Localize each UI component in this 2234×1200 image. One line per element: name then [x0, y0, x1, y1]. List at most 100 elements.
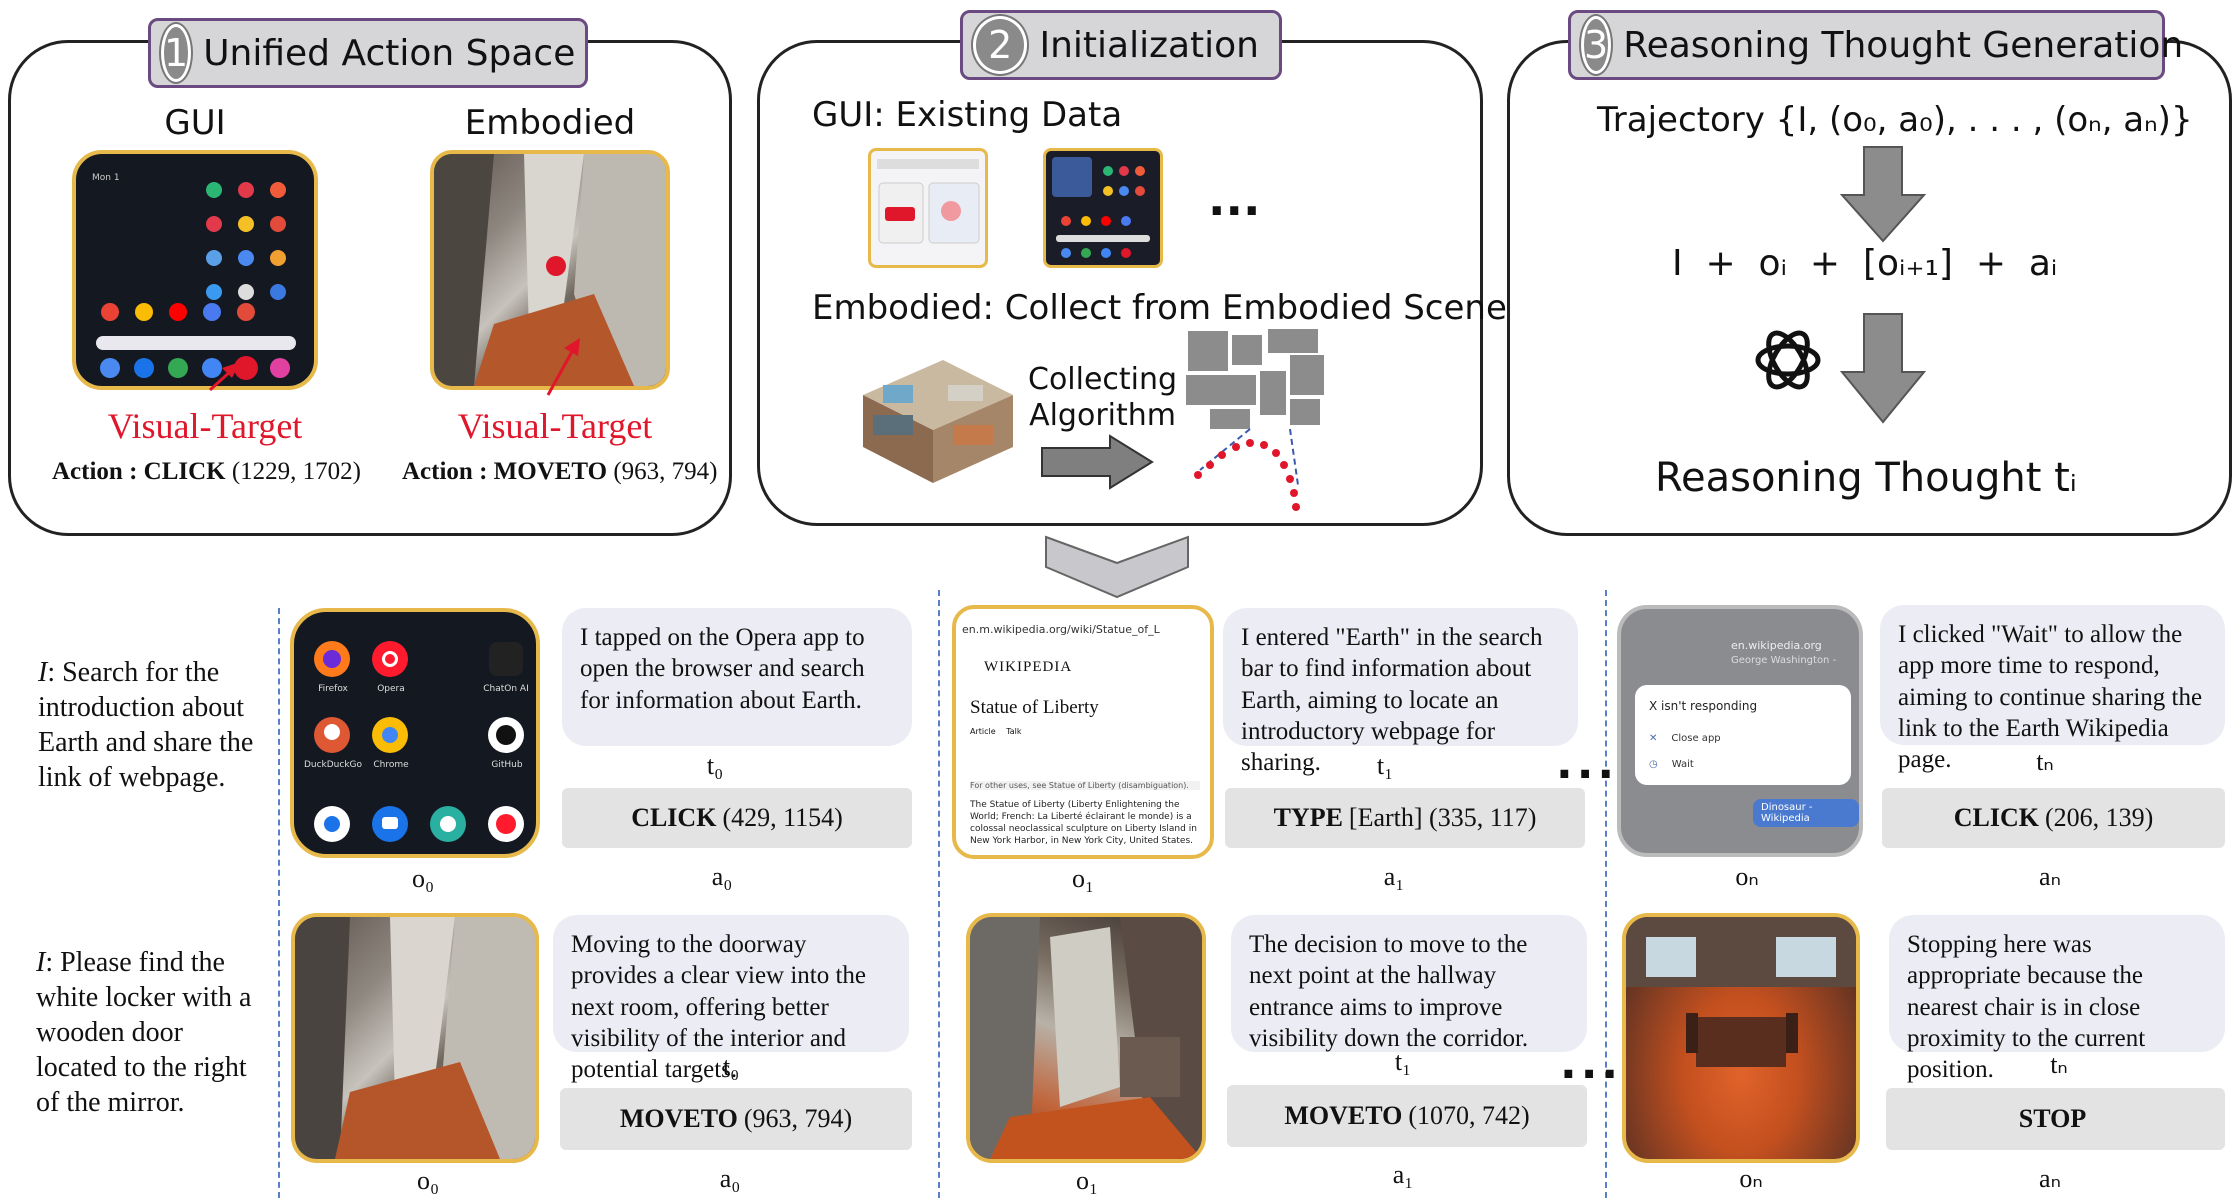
app-label-duckduckgo: DuckDuckGo [303, 760, 363, 770]
embodied-thought-n: Stopping here was appropriate because th… [1889, 915, 2225, 1083]
embodied-obs-n-image [1622, 913, 1860, 1163]
embodied-ellipsis: ... [1560, 1038, 1623, 1089]
step-number-3: 3 [1581, 16, 1612, 74]
gui-obs-0-icons [314, 641, 524, 842]
thumb-2-content [1052, 157, 1150, 258]
algo-line-2: Algorithm [1029, 398, 1176, 433]
app-label-chaton: ChatOn AI [483, 684, 529, 694]
gui-thought-n: I clicked "Wait" to allow the app more t… [1880, 605, 2225, 773]
wiki-tab-article[interactable]: Article [970, 727, 996, 736]
wiki-tab-talk[interactable]: Talk [1006, 727, 1022, 736]
section-tab-2: 2 Initialization [960, 10, 1282, 80]
gui-instruction-prefix: I [38, 657, 48, 688]
wiki-body: The Statue of Liberty (Liberty Enlighten… [970, 800, 1197, 847]
app-label-opera: Opera [377, 684, 405, 694]
step-number-2: 2 [973, 16, 1028, 74]
embodied-action-0-args: (963, 794) [743, 1104, 853, 1133]
gui-phone-screenshot: Mon 1 [72, 150, 318, 390]
init-gui-line: GUI: Existing Data [812, 95, 1123, 135]
gui-a-0: a₀ [711, 862, 733, 891]
gui-action-keyword: Action : CLICK [52, 458, 226, 485]
gui-a-n: aₙ [2039, 862, 2061, 891]
embodied-a-0: a₀ [719, 1164, 741, 1193]
gui-action-n: CLICK (206, 139) [1882, 788, 2225, 848]
embodied-action-0: MOVETO (963, 794) [560, 1088, 912, 1150]
gui-instruction: I: Search for the introduction about Ear… [38, 655, 268, 795]
gui-thought-0: I tapped on the Opera app to open the br… [562, 608, 912, 746]
gui-t-1: t₁ [1376, 751, 1394, 780]
embodied-instruction-prefix: I [36, 947, 46, 978]
embodied-a-1: a₁ [1392, 1160, 1414, 1189]
floor-map [1186, 329, 1324, 511]
embodied-obs-0-shapes [295, 917, 535, 1159]
reasoning-panel [1507, 40, 2232, 536]
gui-t-0: t₀ [706, 751, 724, 780]
divider-left [278, 608, 280, 1198]
embodied-label: Embodied [464, 103, 636, 143]
gui-instruction-text: : Search for the introduction about Eart… [38, 657, 254, 793]
svg-text:Mon 1: Mon 1 [92, 173, 120, 183]
formula-text: I + oᵢ + [oᵢ₊₁] + aᵢ [1672, 243, 2058, 284]
embodied-action-1-kw: MOVETO [1284, 1101, 1403, 1130]
embodied-instruction: I: Please find the white locker with a w… [36, 945, 268, 1120]
existing-data-thumb-2 [1043, 148, 1163, 268]
collecting-algorithm-label: Collecting Algorithm [1028, 362, 1177, 434]
down-arrow-1 [1839, 146, 1927, 243]
gui-action-1-kw: TYPE [1273, 803, 1343, 832]
app-label-github: GitHub [491, 760, 523, 770]
wiki-brand: WIKIPEDIA [984, 659, 1073, 675]
algo-line-1: Collecting [1028, 362, 1178, 397]
gui-app-grid: Mon 1 [92, 173, 296, 380]
visual-target-label-embodied: Visual-Target [457, 406, 653, 446]
gui-action-0-args: (429, 1154) [722, 803, 843, 832]
wiki-tabs: Article Talk [970, 727, 1022, 736]
divider-right [1605, 590, 1607, 1198]
dialog-close-app-label: Close app [1671, 733, 1721, 744]
gui-ellipsis: ... [1556, 738, 1619, 789]
dialog-person: George Washington - [1731, 655, 1837, 666]
gui-a-1: a₁ [1383, 862, 1405, 891]
embodied-obs-n-shapes [1626, 917, 1856, 1067]
gui-action-coords: (1229, 1702) [231, 458, 362, 485]
section-title-unified: Unified Action Space [203, 32, 576, 74]
gui-action-n-args: (206, 139) [2044, 803, 2154, 832]
house-3d-model [863, 360, 1013, 483]
app-label-firefox: Firefox [318, 684, 348, 694]
gui-action-0-kw: CLICK [631, 803, 717, 832]
section-tab-1: 1 Unified Action Space [148, 18, 588, 88]
embodied-action-n: STOP [1886, 1088, 2225, 1150]
embodied-obs-1-shapes [970, 917, 1202, 1159]
embodied-o-0: o₀ [416, 1166, 440, 1195]
section-title-reason: Reasoning Thought Generation [1623, 24, 2184, 66]
embodied-t-1: t₁ [1394, 1047, 1412, 1076]
dialog-wait[interactable]: ◷ Wait [1649, 759, 1694, 770]
not-responding-dialog: X isn't responding ✕ Close app ◷ Wait [1635, 685, 1851, 785]
embodied-scene-shapes [434, 154, 666, 386]
gui-action-line: Action : CLICK (1229, 1702) [52, 458, 361, 486]
init-embodied-line: Embodied: Collect from Embodied Scene [812, 288, 1507, 328]
embodied-action-coords: (963, 794) [613, 458, 718, 485]
gui-o-n: oₙ [1735, 862, 1759, 891]
embodied-a-n: aₙ [2039, 1164, 2061, 1193]
thumb-1-content [877, 159, 980, 244]
embodied-instruction-text: : Please find the white locker with a wo… [36, 947, 252, 1118]
step-number-1: 1 [161, 24, 192, 82]
dialog-site: en.wikipedia.org [1731, 639, 1822, 652]
embodied-action-n-kw: STOP [2018, 1104, 2087, 1133]
embodied-action-0-kw: MOVETO [619, 1104, 738, 1133]
gui-action-n-kw: CLICK [1953, 803, 2039, 832]
visual-target-arrows [208, 338, 580, 396]
wiki-page-title: Statue of Liberty [970, 697, 1099, 718]
dialog-wait-label: Wait [1671, 759, 1694, 770]
gui-o-0: o₀ [411, 864, 435, 893]
wiki-url: en.m.wikipedia.org/wiki/Statue_of_L [962, 623, 1160, 636]
trajectory-text: Trajectory {I, (o₀, a₀), . . . , (oₙ, aₙ… [1597, 100, 2193, 140]
dialog-title: X isn't responding [1649, 699, 1758, 713]
clock-icon: ◷ [1649, 759, 1658, 770]
dialog-chip: Dinosaur - Wikipedia [1753, 799, 1859, 827]
section-tab-3: 3 Reasoning Thought Generation [1568, 10, 2183, 80]
dialog-close-app[interactable]: ✕ Close app [1649, 733, 1721, 744]
wiki-note: For other uses, see Statue of Liberty (d… [970, 781, 1200, 790]
reasoning-result: Reasoning Thought tᵢ [1655, 455, 2077, 501]
chevron-down-icon [1045, 535, 1189, 599]
